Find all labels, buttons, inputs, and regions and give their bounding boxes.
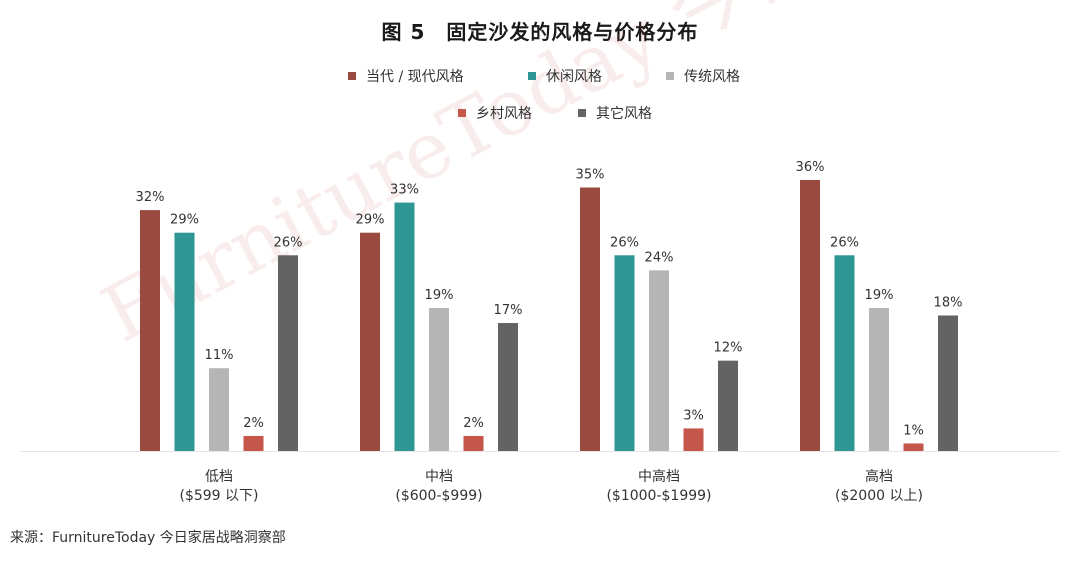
bar-g3-s5 [718, 360, 738, 451]
chart-title: 图 5 固定沙发的风格与价格分布 [381, 20, 699, 44]
x-tick-sublabel-2: ($600-$999) [395, 488, 482, 504]
legend-swatch-3 [666, 72, 674, 80]
bar-g4-s2 [834, 255, 855, 451]
x-tick-label-1: 低档 [205, 469, 233, 485]
data-label-g1-s4: 2% [243, 416, 264, 431]
bar-g4-s4 [903, 443, 924, 451]
data-label-g2-s1: 29% [356, 213, 385, 228]
data-label-g2-s5: 17% [494, 303, 523, 318]
x-tick-label-3: 中高档 [638, 468, 680, 485]
data-label-g4-s3: 19% [865, 288, 894, 303]
x-tick-sublabel-4: ($2000 以上) [835, 488, 923, 504]
data-label-g1-s1: 32% [136, 190, 165, 205]
legend-label-4: 乡村风格 [476, 106, 532, 122]
bar-g3-s4 [683, 428, 704, 451]
chart-source: 来源：FurnitureToday 今日家居战略洞察部 [10, 530, 286, 546]
bar-g4-s1 [800, 180, 820, 451]
data-label-g4-s4: 1% [903, 423, 924, 438]
data-label-g4-s2: 26% [830, 235, 859, 250]
legend-swatch-2 [528, 72, 536, 80]
bar-g1-s1 [140, 210, 160, 451]
bar-g1-s4 [243, 435, 264, 451]
bar-g3-s1 [580, 187, 600, 451]
bar-g3-s3 [649, 270, 669, 451]
x-tick-sublabel-1: ($599 以下) [179, 488, 258, 504]
bar-g4-s5 [938, 315, 958, 451]
data-label-g1-s5: 26% [274, 235, 303, 250]
data-label-g3-s2: 26% [610, 235, 639, 250]
legend-swatch-1 [348, 72, 356, 80]
legend-label-1: 当代 / 现代风格 [366, 69, 464, 85]
data-label-g3-s1: 35% [576, 168, 605, 183]
bar-g2-s1 [360, 232, 380, 451]
legend-swatch-4 [458, 109, 466, 117]
bar-g2-s3 [429, 307, 449, 451]
data-label-g3-s5: 12% [714, 341, 743, 356]
x-tick-label-2: 中档 [425, 469, 453, 485]
bar-g4-s3 [869, 307, 889, 451]
data-label-g1-s2: 29% [170, 213, 199, 228]
legend-label-2: 休闲风格 [546, 69, 602, 85]
x-tick-sublabel-3: ($1000-$1999) [606, 488, 711, 504]
bar-g2-s5 [498, 323, 518, 451]
data-label-g4-s1: 36% [796, 160, 825, 175]
data-label-g3-s4: 3% [683, 408, 704, 423]
legend-label-3: 传统风格 [684, 69, 740, 85]
bar-g1-s3 [209, 368, 229, 451]
data-label-g2-s2: 33% [390, 183, 419, 198]
bar-g1-s2 [174, 232, 195, 451]
legend-swatch-5 [578, 109, 586, 117]
data-label-g3-s3: 24% [645, 250, 674, 265]
bar-g1-s5 [278, 255, 298, 451]
x-tick-label-4: 高档 [865, 468, 893, 485]
legend-label-5: 其它风格 [596, 105, 652, 122]
bar-g2-s4 [463, 435, 484, 451]
data-label-g2-s4: 2% [463, 416, 484, 431]
data-label-g2-s3: 19% [425, 288, 454, 303]
bar-g3-s2 [614, 255, 635, 451]
data-label-g4-s5: 18% [934, 296, 963, 311]
bar-g2-s2 [394, 202, 415, 451]
data-label-g1-s3: 11% [205, 348, 234, 363]
